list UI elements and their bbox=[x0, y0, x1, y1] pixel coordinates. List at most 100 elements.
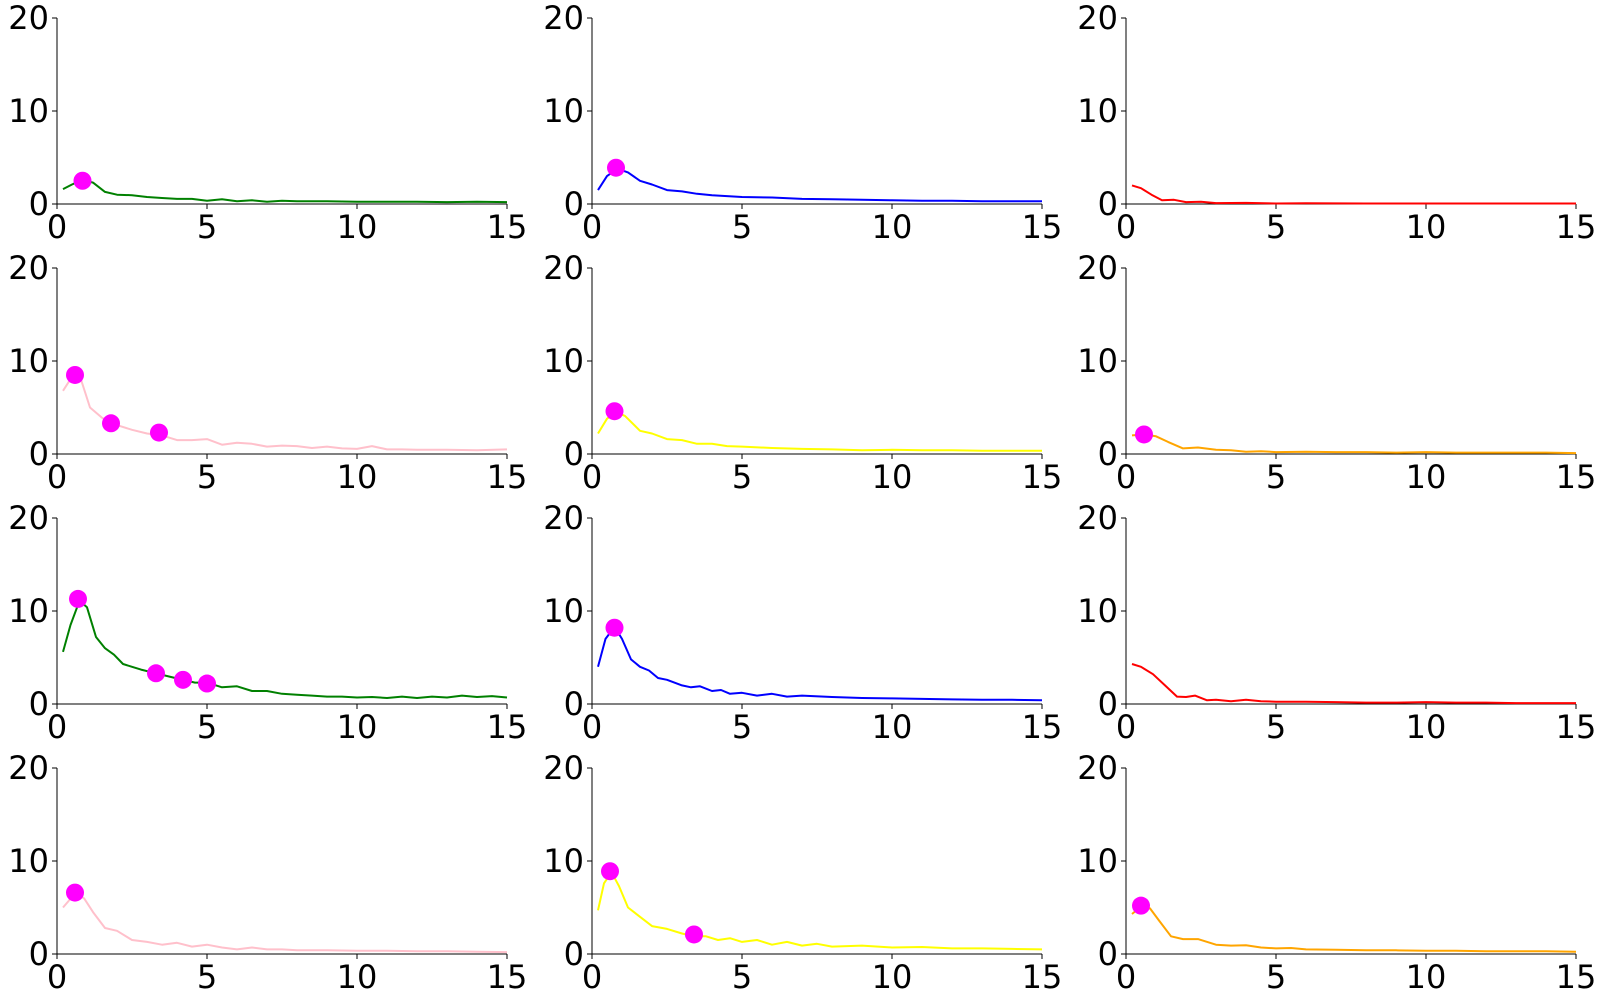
x-tick-label: 5 bbox=[732, 958, 752, 996]
series-line bbox=[1131, 433, 1577, 455]
x-tick-label: 0 bbox=[1116, 708, 1136, 746]
y-tick-label: 10 bbox=[1077, 842, 1118, 880]
y-tick-label: 0 bbox=[29, 685, 49, 723]
y-tick-label: 0 bbox=[1098, 685, 1118, 723]
subplot-12: 0 5 10 15 0 10 20 bbox=[1077, 749, 1596, 996]
y-tick-label: 20 bbox=[1077, 749, 1118, 787]
subplot-4: 0 5 10 15 0 10 20 bbox=[8, 249, 527, 496]
y-tick-label: 0 bbox=[564, 435, 584, 473]
y-tick-label: 20 bbox=[543, 749, 584, 787]
series-line bbox=[62, 178, 508, 204]
x-tick-label: 10 bbox=[1406, 958, 1447, 996]
y-tick-label: 10 bbox=[8, 842, 49, 880]
subplot-1: 0 5 10 15 0 10 20 bbox=[8, 0, 527, 246]
series-line bbox=[597, 871, 1043, 951]
subplot-6: 0 5 10 15 0 10 20 bbox=[1077, 249, 1596, 496]
peak-marker bbox=[601, 862, 619, 881]
subplot-8: 0 5 10 15 0 10 20 bbox=[543, 499, 1062, 746]
x-tick-label: 0 bbox=[1116, 208, 1136, 246]
series-line bbox=[1131, 663, 1576, 705]
y-tick-label: 10 bbox=[1077, 592, 1118, 630]
x-tick-label: 0 bbox=[582, 458, 602, 496]
peak-marker bbox=[174, 670, 192, 689]
subplot-7: 0 5 10 15 0 10 20 bbox=[8, 499, 527, 746]
x-tick-label: 5 bbox=[1266, 708, 1286, 746]
x-tick-label: 10 bbox=[337, 458, 378, 496]
x-tick-label: 5 bbox=[197, 208, 217, 246]
y-tick-label: 20 bbox=[1077, 0, 1118, 37]
y-tick-label: 10 bbox=[543, 92, 584, 130]
y-tick-label: 20 bbox=[543, 249, 584, 287]
subplot-5: 0 5 10 15 0 10 20 bbox=[543, 249, 1062, 496]
x-tick-label: 15 bbox=[487, 958, 528, 996]
peak-marker bbox=[605, 618, 624, 637]
y-tick-label: 20 bbox=[8, 749, 49, 787]
series-line bbox=[62, 375, 508, 452]
y-tick-label: 10 bbox=[1077, 92, 1118, 130]
peak-marker bbox=[73, 171, 92, 190]
peak-marker bbox=[607, 158, 625, 177]
x-tick-label: 15 bbox=[1022, 458, 1063, 496]
x-tick-label: 5 bbox=[197, 958, 217, 996]
x-tick-label: 10 bbox=[337, 208, 378, 246]
y-tick-label: 0 bbox=[1098, 435, 1118, 473]
series-line bbox=[597, 411, 1042, 452]
x-tick-label: 10 bbox=[337, 958, 378, 996]
x-tick-label: 10 bbox=[872, 208, 913, 246]
x-tick-label: 15 bbox=[487, 458, 528, 496]
y-tick-label: 20 bbox=[543, 499, 584, 537]
series-line bbox=[597, 625, 1043, 702]
x-tick-label: 15 bbox=[1556, 458, 1597, 496]
series-line bbox=[62, 892, 508, 954]
y-tick-label: 10 bbox=[8, 342, 49, 380]
x-tick-label: 0 bbox=[47, 708, 67, 746]
x-tick-label: 10 bbox=[1406, 708, 1447, 746]
x-tick-label: 10 bbox=[872, 958, 913, 996]
y-tick-label: 0 bbox=[1098, 935, 1118, 973]
peak-marker bbox=[66, 365, 84, 384]
x-tick-label: 10 bbox=[872, 708, 913, 746]
y-tick-label: 0 bbox=[564, 935, 584, 973]
x-tick-label: 10 bbox=[1406, 208, 1447, 246]
x-tick-label: 0 bbox=[47, 208, 67, 246]
peak-marker bbox=[685, 925, 703, 944]
x-tick-label: 10 bbox=[1406, 458, 1447, 496]
peak-marker bbox=[66, 883, 84, 902]
peak-marker bbox=[69, 589, 87, 608]
series-line bbox=[1131, 184, 1576, 205]
peak-marker bbox=[147, 664, 165, 683]
y-tick-label: 0 bbox=[29, 935, 49, 973]
x-tick-label: 5 bbox=[1266, 458, 1286, 496]
x-tick-label: 15 bbox=[1556, 208, 1597, 246]
peak-marker bbox=[1135, 425, 1153, 444]
y-tick-label: 10 bbox=[8, 92, 49, 130]
series-line bbox=[1131, 905, 1577, 953]
series-line bbox=[62, 599, 508, 699]
x-tick-label: 0 bbox=[47, 958, 67, 996]
y-tick-label: 10 bbox=[543, 592, 584, 630]
x-tick-label: 5 bbox=[732, 208, 752, 246]
x-tick-label: 5 bbox=[197, 458, 217, 496]
x-tick-label: 5 bbox=[1266, 958, 1286, 996]
y-tick-label: 10 bbox=[543, 342, 584, 380]
x-tick-label: 15 bbox=[1556, 958, 1597, 996]
y-tick-label: 20 bbox=[1077, 249, 1118, 287]
subplot-2: 0 5 10 15 0 10 20 bbox=[543, 0, 1062, 246]
x-tick-label: 5 bbox=[1266, 208, 1286, 246]
x-tick-label: 10 bbox=[872, 458, 913, 496]
y-tick-label: 0 bbox=[1098, 185, 1118, 223]
peak-marker bbox=[605, 402, 624, 421]
peak-marker bbox=[150, 423, 168, 442]
x-tick-label: 15 bbox=[1022, 958, 1063, 996]
x-tick-label: 0 bbox=[582, 708, 602, 746]
x-tick-label: 0 bbox=[1116, 958, 1136, 996]
x-tick-label: 10 bbox=[337, 708, 378, 746]
x-tick-label: 15 bbox=[487, 208, 528, 246]
x-tick-label: 0 bbox=[47, 458, 67, 496]
subplot-10: 0 5 10 15 0 10 20 bbox=[8, 749, 527, 996]
y-tick-label: 0 bbox=[564, 685, 584, 723]
peak-marker bbox=[102, 414, 120, 433]
y-tick-label: 10 bbox=[543, 842, 584, 880]
